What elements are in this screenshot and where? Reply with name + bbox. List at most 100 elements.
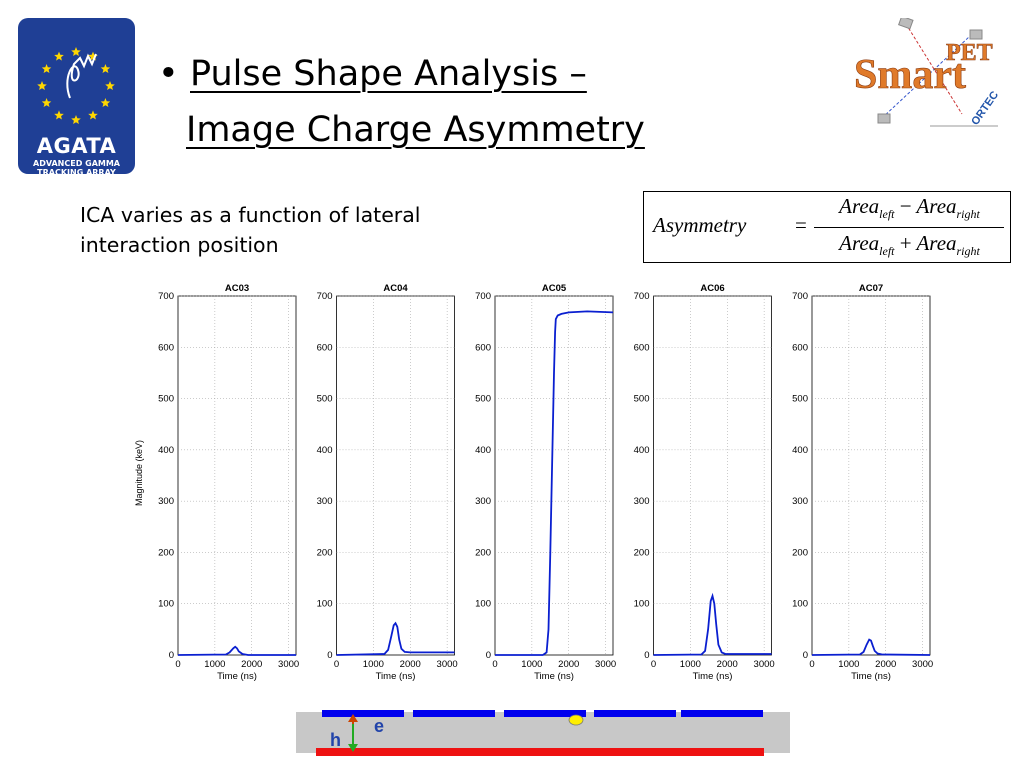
plot-frame xyxy=(177,295,297,656)
y-tick-label: 600 xyxy=(158,342,174,353)
pulse-line xyxy=(653,592,772,656)
asymmetry-formula: Asymmetry = Arealeft − Arearight Arealef… xyxy=(643,191,1011,263)
y-tick-label: 600 xyxy=(792,342,808,353)
chart-title: AC06 xyxy=(700,283,724,294)
segment-contact xyxy=(504,710,586,717)
x-axis-label: Time (ns) xyxy=(217,671,257,682)
y-tick-label: 400 xyxy=(792,445,808,456)
star-icon xyxy=(54,51,64,61)
formula-numerator: Arealeft − Arearight xyxy=(839,194,980,222)
y-tick-label: 300 xyxy=(317,496,333,507)
y-tick-label: 700 xyxy=(634,291,650,302)
segment-contact xyxy=(413,710,495,717)
star-icon xyxy=(88,51,98,61)
y-tick-label: 100 xyxy=(317,599,333,610)
star-icon xyxy=(105,81,115,90)
agata-subtitle: ADVANCED GAMMA TRACKING ARRAY xyxy=(33,159,120,177)
y-tick-label: 500 xyxy=(792,394,808,405)
formula-lhs: Asymmetry xyxy=(653,213,747,237)
pulse-line xyxy=(811,638,931,656)
star-icon xyxy=(41,98,52,107)
y-tick-label: 0 xyxy=(803,650,808,661)
y-tick-label: 600 xyxy=(317,342,333,353)
description-text: ICA varies as a function of lateral inte… xyxy=(80,200,540,260)
formula-denominator: Arealeft + Arearight xyxy=(839,231,980,259)
y-tick-label: 400 xyxy=(634,445,650,456)
x-tick-label: 3000 xyxy=(437,659,458,670)
y-tick-label: 100 xyxy=(158,599,174,610)
y-tick-label: 700 xyxy=(475,291,491,302)
y-tick-label: 500 xyxy=(158,394,174,405)
smartpet-wordmark: Smart xyxy=(854,52,966,98)
x-tick-label: 0 xyxy=(334,659,339,670)
pulse-line xyxy=(177,645,296,656)
x-tick-label: 0 xyxy=(492,659,497,670)
y-tick-label: 200 xyxy=(317,547,333,558)
title-bullet: • xyxy=(158,54,179,94)
chart-title: AC07 xyxy=(859,283,883,294)
x-tick-label: 2000 xyxy=(241,659,262,670)
star-icon xyxy=(88,110,98,120)
detector-crystal xyxy=(296,712,790,753)
star-icon xyxy=(100,98,111,107)
y-tick-label: 500 xyxy=(317,394,333,405)
x-axis-label: Time (ns) xyxy=(534,671,574,682)
y-tick-label: 300 xyxy=(792,496,808,507)
star-icon xyxy=(71,47,81,56)
y-tick-label: 300 xyxy=(634,496,650,507)
y-tick-label: 600 xyxy=(634,342,650,353)
y-tick-label: 200 xyxy=(475,547,491,558)
y-tick-label: 600 xyxy=(475,342,491,353)
star-icon xyxy=(41,64,52,73)
x-axis-label: Time (ns) xyxy=(851,671,891,682)
description-line-2: interaction position xyxy=(80,233,279,257)
title-line-2: Image Charge Asymmetry xyxy=(186,110,645,150)
x-tick-label: 3000 xyxy=(912,659,933,670)
agata-wordmark: AGATA xyxy=(36,134,117,158)
star-icon xyxy=(100,64,111,73)
plot-frame xyxy=(811,295,931,656)
title-line-1: Pulse Shape Analysis – xyxy=(190,54,587,94)
x-tick-label: 1000 xyxy=(680,659,701,670)
x-tick-label: 0 xyxy=(175,659,180,670)
chart-title: AC05 xyxy=(542,283,567,294)
y-tick-label: 700 xyxy=(317,291,333,302)
x-tick-label: 2000 xyxy=(717,659,738,670)
segment-contact xyxy=(681,710,763,717)
y-tick-label: 700 xyxy=(792,291,808,302)
chart-title: AC03 xyxy=(225,283,249,294)
y-tick-label: 500 xyxy=(634,394,650,405)
y-tick-label: 200 xyxy=(634,547,650,558)
formula-fraction-bar xyxy=(814,227,1004,228)
chart-panel-ac05: 0 1000 2000 3000 0 100 200 300 400 500 600 700 AC05 T… xyxy=(475,283,616,682)
x-tick-label: 2000 xyxy=(875,659,896,670)
star-icon xyxy=(37,81,47,90)
y-tick-label: 0 xyxy=(644,650,649,661)
y-tick-label: 0 xyxy=(486,650,491,661)
x-axis-label: Time (ns) xyxy=(376,671,416,682)
chart-panel-ac06: 0 1000 2000 3000 0 100 200 300 400 500 600 700 AC06 T… xyxy=(634,283,775,682)
x-tick-label: 2000 xyxy=(558,659,579,670)
x-axis-label: Time (ns) xyxy=(693,671,733,682)
electron-label: e xyxy=(374,716,384,736)
chart-panel-ac07: 0 1000 2000 3000 0 100 200 300 400 500 600 700 AC07 T… xyxy=(792,283,933,682)
y-tick-label: 500 xyxy=(475,394,491,405)
detector-schematic: e h xyxy=(296,710,790,756)
x-tick-label: 0 xyxy=(651,659,656,670)
chart-panel-ac03: 0 1000 2000 3000 0 100 200 300 400 500 600 700 AC03 T… xyxy=(158,283,299,682)
y-tick-label: 300 xyxy=(158,496,174,507)
y-tick-label: 400 xyxy=(317,445,333,456)
x-tick-label: 3000 xyxy=(595,659,616,670)
x-tick-label: 0 xyxy=(809,659,814,670)
star-icon xyxy=(54,110,64,120)
x-tick-label: 1000 xyxy=(204,659,225,670)
agata-logo: AGATA ADVANCED GAMMA TRACKING ARRAY xyxy=(18,18,135,177)
y-tick-label: 400 xyxy=(475,445,491,456)
formula-equals: = xyxy=(795,213,807,237)
x-tick-label: 2000 xyxy=(400,659,421,670)
ortec-wordmark: ORTEC xyxy=(969,89,1001,127)
x-tick-label: 1000 xyxy=(363,659,384,670)
y-tick-label: 700 xyxy=(158,291,174,302)
chart-title: AC04 xyxy=(383,283,408,294)
x-tick-label: 1000 xyxy=(838,659,859,670)
